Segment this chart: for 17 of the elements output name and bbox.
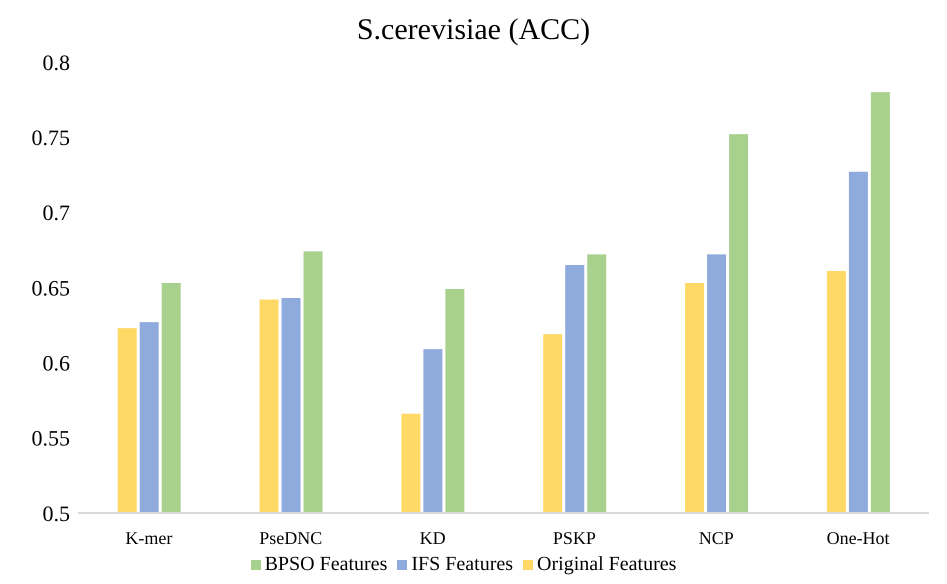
legend-label: IFS Features xyxy=(411,553,514,575)
y-tick-label: 0.65 xyxy=(32,275,70,300)
legend-label: Original Features xyxy=(537,553,676,575)
x-tick-label: PseDNC xyxy=(259,528,322,548)
x-tick-label: NCP xyxy=(698,528,734,548)
x-tick-label: One-Hot xyxy=(826,528,890,548)
y-tick-label: 0.6 xyxy=(42,350,70,376)
y-tick-label: 0.7 xyxy=(42,200,70,226)
x-tick-label: PSKP xyxy=(552,528,596,548)
legend-label: BPSO Features xyxy=(264,553,388,575)
x-tick-label: K-mer xyxy=(125,528,172,548)
y-tick-label: 0.8 xyxy=(42,50,70,75)
x-tick-label: KD xyxy=(420,528,446,548)
chart-title: S.cerevisiae (ACC) xyxy=(356,13,590,46)
y-tick-label: 0.5 xyxy=(42,500,70,526)
y-tick-label: 0.55 xyxy=(32,426,70,451)
y-tick-label: 0.75 xyxy=(32,124,70,150)
